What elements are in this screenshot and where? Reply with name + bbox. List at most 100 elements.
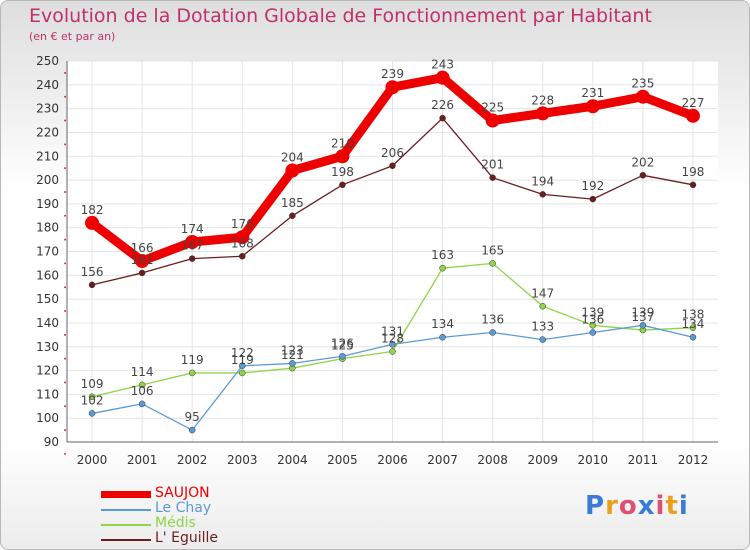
data-label: 136 <box>581 312 604 326</box>
data-point <box>138 269 146 277</box>
data-point <box>188 426 196 434</box>
y-tick-label: 220 <box>36 125 59 139</box>
data-point <box>339 353 346 360</box>
data-point <box>689 333 697 341</box>
data-label: 139 <box>631 305 654 319</box>
data-label: 119 <box>231 353 254 367</box>
logo-letter: t <box>665 491 679 521</box>
x-tick-label: 2003 <box>227 453 258 467</box>
data-label: 134 <box>431 317 454 331</box>
minor-tick <box>64 405 66 408</box>
data-label: 227 <box>682 96 705 110</box>
data-point <box>589 329 597 336</box>
x-tick-label: 2001 <box>127 453 158 467</box>
data-label: 210 <box>331 136 354 150</box>
legend-label: SAUJON <box>155 485 210 501</box>
minor-tick <box>64 167 66 170</box>
data-label: 185 <box>281 196 304 210</box>
y-tick-label: 150 <box>36 292 59 306</box>
data-label: 137 <box>631 310 654 324</box>
y-tick-label: 190 <box>36 197 59 211</box>
data-point <box>489 174 496 181</box>
data-label: 163 <box>431 248 454 262</box>
x-tick-label: 2004 <box>277 453 308 467</box>
data-label: 106 <box>131 384 154 398</box>
minor-tick <box>64 262 66 265</box>
logo-letter: x <box>637 491 656 521</box>
data-point <box>639 322 647 329</box>
minor-tick <box>64 238 66 241</box>
data-label: 235 <box>631 77 654 91</box>
y-tick-label: 160 <box>36 268 59 282</box>
data-point <box>535 106 550 121</box>
data-point <box>585 99 600 114</box>
data-label: 192 <box>581 179 604 193</box>
legend-label: L' Eguille <box>155 530 218 546</box>
proxiti-logo: Proxiti <box>585 491 689 521</box>
data-label: 126 <box>331 336 354 350</box>
minor-tick <box>64 429 66 432</box>
y-tick-label: 250 <box>36 54 59 68</box>
data-point <box>435 70 450 85</box>
data-label: 138 <box>682 308 705 322</box>
data-label: 231 <box>581 86 604 100</box>
data-point <box>635 89 650 104</box>
data-point <box>135 254 150 269</box>
x-tick-label: 2000 <box>77 453 108 467</box>
minor-tick <box>64 119 66 122</box>
chart-subtitle: (en € et par an) <box>29 30 116 43</box>
data-label: 201 <box>481 158 504 172</box>
data-point <box>539 336 546 343</box>
minor-tick <box>64 190 66 193</box>
x-tick-label: 2006 <box>377 453 408 467</box>
data-point <box>439 264 446 272</box>
data-label: 198 <box>682 165 705 179</box>
data-point <box>339 181 346 189</box>
minor-tick <box>64 143 66 146</box>
data-label: 139 <box>581 305 604 319</box>
data-point <box>689 324 697 331</box>
y-tick-label: 100 <box>36 411 59 425</box>
data-point <box>289 212 296 220</box>
y-tick-label: 90 <box>44 435 59 449</box>
minor-tick <box>64 286 66 289</box>
data-label: 226 <box>431 98 454 112</box>
data-point <box>439 333 446 341</box>
legend-swatch <box>101 509 151 511</box>
data-point <box>289 360 296 367</box>
data-label: 123 <box>281 343 304 357</box>
logo-letter: r <box>605 491 619 521</box>
logo-letter: i <box>678 491 689 521</box>
x-tick-label: 2009 <box>527 453 558 467</box>
data-label: 109 <box>81 377 104 391</box>
data-point <box>235 230 250 245</box>
y-tick-label: 110 <box>36 387 59 401</box>
data-point <box>385 80 400 95</box>
x-tick-label: 2010 <box>578 453 609 467</box>
chart-title: Evolution de la Dotation Globale de Fonc… <box>29 5 652 27</box>
data-label: 243 <box>431 58 454 72</box>
y-tick-label: 180 <box>36 221 59 235</box>
x-tick-label: 2007 <box>427 453 458 467</box>
x-tick-label: 2012 <box>678 453 709 467</box>
data-point <box>589 195 597 203</box>
data-point <box>639 172 647 179</box>
logo-letter: P <box>585 491 606 521</box>
data-point <box>285 163 300 178</box>
data-label: 165 <box>481 243 504 257</box>
data-label: 134 <box>682 317 705 331</box>
minor-tick <box>64 357 66 360</box>
data-point <box>239 362 246 370</box>
data-point <box>489 260 496 267</box>
data-label: 202 <box>631 155 654 169</box>
data-point <box>239 253 246 260</box>
data-point <box>485 113 500 128</box>
data-label: 182 <box>81 203 104 217</box>
data-label: 128 <box>381 332 404 346</box>
data-point <box>138 400 146 408</box>
data-label: 167 <box>181 239 204 253</box>
data-label: 121 <box>281 348 304 362</box>
minor-tick <box>64 333 66 336</box>
